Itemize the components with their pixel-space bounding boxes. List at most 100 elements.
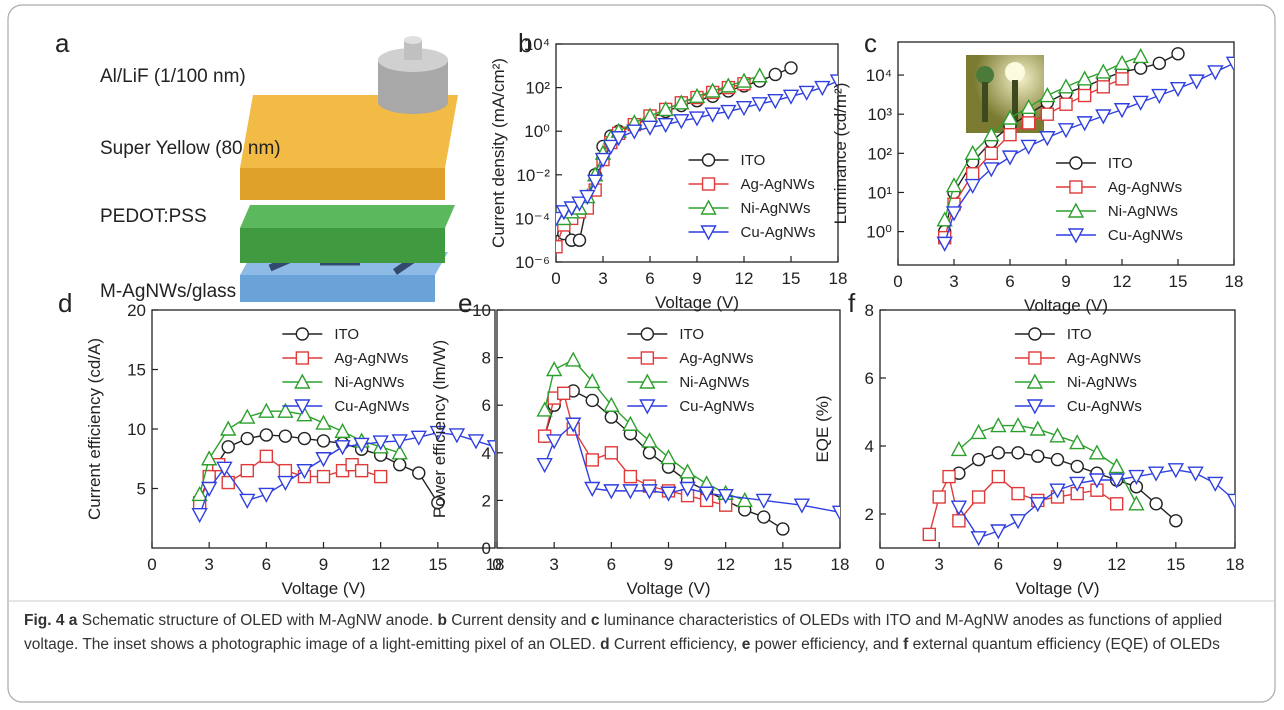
marker xyxy=(1011,486,1025,501)
x-tick-label: 15 xyxy=(1169,272,1188,291)
marker xyxy=(556,211,565,227)
marker xyxy=(1020,98,1037,115)
legend-marker xyxy=(1067,202,1085,218)
marker xyxy=(657,100,674,117)
marker xyxy=(673,94,690,110)
marker xyxy=(334,440,351,456)
y-tick-label: 10² xyxy=(525,79,550,98)
marker xyxy=(776,522,790,536)
legend-marker xyxy=(1069,180,1083,194)
legend-marker xyxy=(1028,327,1042,341)
marker xyxy=(945,177,963,193)
x-tick-label: 12 xyxy=(371,555,390,574)
marker xyxy=(296,406,313,422)
marker xyxy=(240,431,254,446)
marker xyxy=(720,104,737,120)
layer-label: PEDOT:PSS xyxy=(100,206,207,227)
marker xyxy=(572,233,587,247)
legend-label: Ag-AgNWs xyxy=(679,350,753,367)
y-axis-label: EQE (%) xyxy=(813,395,832,462)
marker xyxy=(782,89,800,105)
legend-marker xyxy=(1026,399,1044,415)
marker xyxy=(604,446,619,460)
marker xyxy=(751,97,768,113)
marker xyxy=(1187,466,1204,482)
caption-text: Schematic structure of OLED with M-AgNW … xyxy=(77,612,438,629)
marker xyxy=(990,524,1007,540)
legend-label: Ni-AgNWs xyxy=(1067,374,1137,391)
x-axis-label: Voltage (V) xyxy=(1024,296,1108,315)
marker xyxy=(316,434,331,448)
marker xyxy=(200,481,218,497)
legend-label: Ni-AgNWs xyxy=(1108,203,1178,220)
y-tick-label: 5 xyxy=(137,480,146,499)
marker xyxy=(334,422,351,439)
marker xyxy=(1049,483,1066,499)
marker xyxy=(735,72,753,88)
marker xyxy=(372,435,389,451)
legend-label: ITO xyxy=(679,326,704,343)
marker xyxy=(1128,469,1145,486)
marker xyxy=(688,87,706,103)
caption-text: Current efficiency, xyxy=(609,636,742,653)
x-tick-label: 3 xyxy=(204,555,213,574)
x-tick-label: 6 xyxy=(607,555,616,574)
legend-label: Ni-AgNWs xyxy=(741,200,811,217)
marker xyxy=(768,67,783,82)
legend-label: Ni-AgNWs xyxy=(334,374,404,391)
marker xyxy=(585,393,599,408)
legend-label: Ni-AgNWs xyxy=(679,374,749,391)
marker xyxy=(315,452,332,468)
marker xyxy=(984,146,999,161)
legend: ITO Ag-AgNWs Ni-AgNWs Cu-AgNWs xyxy=(282,326,409,415)
legend-label: ITO xyxy=(1067,326,1092,343)
marker xyxy=(200,450,218,466)
cathode-bottom xyxy=(378,90,448,114)
panel-letter: a xyxy=(55,28,70,58)
legend-label: Ag-AgNWs xyxy=(1108,179,1182,196)
chart: f 0 3 6 9 12 15 18 2 4 6 8 Voltage (V) EQE (%) ITO Ag-A… xyxy=(813,288,1244,598)
marker xyxy=(1076,116,1093,132)
x-tick-label: 15 xyxy=(428,555,447,574)
marker xyxy=(1077,88,1092,103)
marker xyxy=(565,417,582,433)
caption-text: d xyxy=(600,636,610,653)
marker xyxy=(970,423,987,440)
marker xyxy=(1011,446,1025,460)
y-tick-label: 10⁻⁶ xyxy=(515,253,550,272)
marker xyxy=(1149,497,1163,511)
x-axis-label: Voltage (V) xyxy=(655,293,739,312)
marker xyxy=(964,144,981,161)
marker xyxy=(767,94,784,110)
marker xyxy=(1133,61,1148,75)
panel-letter: c xyxy=(864,28,877,58)
marker xyxy=(1128,495,1145,511)
marker xyxy=(603,396,620,412)
marker xyxy=(751,67,768,83)
legend-marker xyxy=(700,225,717,241)
marker xyxy=(1115,72,1129,86)
marker xyxy=(704,82,721,98)
marker xyxy=(1057,78,1075,94)
marker xyxy=(545,361,563,377)
marker xyxy=(1225,56,1234,72)
marker xyxy=(556,205,573,221)
marker xyxy=(991,469,1006,484)
marker xyxy=(1095,63,1112,79)
marker xyxy=(391,434,408,450)
marker xyxy=(1003,127,1017,142)
marker xyxy=(641,484,658,500)
y-axis-label: Power efficiency (lm/W) xyxy=(430,340,449,518)
marker xyxy=(191,507,208,524)
y-tick-label: 2 xyxy=(865,505,874,524)
frame xyxy=(7,4,1276,703)
legend-label: ITO xyxy=(334,326,359,343)
cathode-contact xyxy=(404,40,422,60)
marker xyxy=(296,463,313,480)
y-axis-label: Current density (mA/cm²) xyxy=(489,58,508,248)
plot-area xyxy=(556,61,838,254)
marker xyxy=(991,446,1006,460)
caption-text: c xyxy=(590,612,600,629)
marker xyxy=(922,527,937,542)
